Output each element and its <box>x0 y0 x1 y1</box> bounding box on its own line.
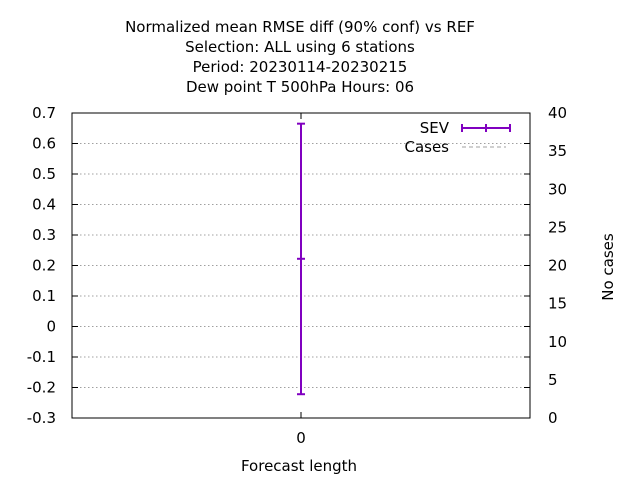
legend-label: SEV <box>420 119 450 137</box>
title-line: Selection: ALL using 6 stations <box>185 38 415 56</box>
y2-tick-label: 35 <box>548 142 567 160</box>
title-line: Period: 20230114-20230215 <box>193 58 408 76</box>
y-tick-label: 0.4 <box>32 196 56 214</box>
y2-tick-label: 30 <box>548 180 567 198</box>
y-tick-label: 0.6 <box>32 135 56 153</box>
y-tick-label: 0.3 <box>32 226 56 244</box>
y-tick-label: 0 <box>46 318 56 336</box>
y2-tick-label: 25 <box>548 218 567 236</box>
y2-tick-label: 0 <box>548 409 558 427</box>
y2-tick-label: 5 <box>548 371 558 389</box>
x-axis-ticks: 0 <box>296 113 306 447</box>
chart-title: Normalized mean RMSE diff (90% conf) vs … <box>125 18 475 96</box>
y2-axis-label: No cases <box>599 233 617 301</box>
y-tick-label: 0.7 <box>32 104 56 122</box>
series-marks <box>297 122 305 396</box>
y2-tick-label: 10 <box>548 333 567 351</box>
y2-axis-ticks: 0 5 10 15 20 25 30 35 40 <box>548 104 567 427</box>
title-line: Normalized mean RMSE diff (90% conf) vs … <box>125 18 475 36</box>
y-tick-label: 0.1 <box>32 287 56 305</box>
y2-tick-label: 15 <box>548 295 567 313</box>
y-tick-label: -0.1 <box>27 348 56 366</box>
x-tick-label: 0 <box>296 429 306 447</box>
x-axis-label: Forecast length <box>241 457 357 475</box>
title-line: Dew point T 500hPa Hours: 06 <box>186 78 414 96</box>
y2-tick-label: 40 <box>548 104 567 122</box>
y-tick-label: 0.5 <box>32 165 56 183</box>
y-axis-ticks: -0.3 -0.2 -0.1 0 0.1 0.2 0.3 0.4 0.5 0.6 0.7 <box>27 104 530 427</box>
legend-label: Cases <box>404 138 449 156</box>
y-tick-label: 0.2 <box>32 257 56 275</box>
y2-tick-label: 20 <box>548 257 567 275</box>
y-tick-label: -0.3 <box>27 409 56 427</box>
y-tick-label: -0.2 <box>27 379 56 397</box>
